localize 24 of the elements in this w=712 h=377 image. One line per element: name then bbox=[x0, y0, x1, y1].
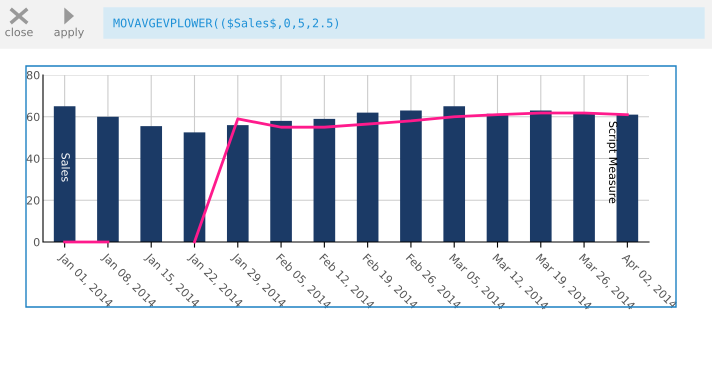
bar bbox=[97, 116, 119, 242]
bar bbox=[314, 118, 336, 242]
bar bbox=[356, 112, 378, 242]
bar bbox=[616, 114, 638, 242]
series-label: Sales bbox=[61, 153, 70, 182]
bar bbox=[54, 106, 76, 242]
text: close bbox=[5, 28, 33, 36]
text: Script Measure bbox=[606, 122, 618, 204]
bar bbox=[140, 126, 162, 242]
bar bbox=[270, 120, 292, 242]
bar bbox=[573, 112, 595, 242]
bar bbox=[400, 110, 422, 242]
y-tick-label: 20 bbox=[26, 196, 40, 205]
bar bbox=[443, 106, 466, 242]
y-tick-label: 60 bbox=[26, 112, 40, 122]
bar bbox=[486, 114, 508, 242]
text: apply bbox=[54, 28, 84, 38]
y-tick-label: 80 bbox=[26, 70, 40, 80]
bar bbox=[530, 110, 552, 242]
y-tick-label: 0 bbox=[34, 238, 40, 246]
bar bbox=[226, 125, 249, 242]
bar bbox=[184, 132, 206, 242]
y-tick-label: 40 bbox=[26, 154, 40, 163]
text: MOVAVGEVPLOWER(($Sales$,0,5,2.5) bbox=[113, 18, 338, 30]
